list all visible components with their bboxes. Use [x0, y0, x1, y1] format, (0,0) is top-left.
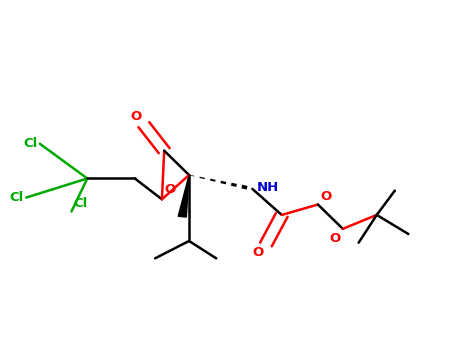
Text: Cl: Cl — [74, 197, 88, 210]
Text: Cl: Cl — [10, 191, 24, 204]
Text: Cl: Cl — [23, 137, 38, 150]
Text: O: O — [320, 190, 331, 203]
Text: O: O — [130, 110, 142, 123]
Text: O: O — [253, 246, 264, 259]
Text: NH: NH — [257, 181, 279, 194]
Polygon shape — [178, 175, 189, 217]
Text: O: O — [329, 232, 340, 245]
Text: O: O — [164, 183, 176, 196]
